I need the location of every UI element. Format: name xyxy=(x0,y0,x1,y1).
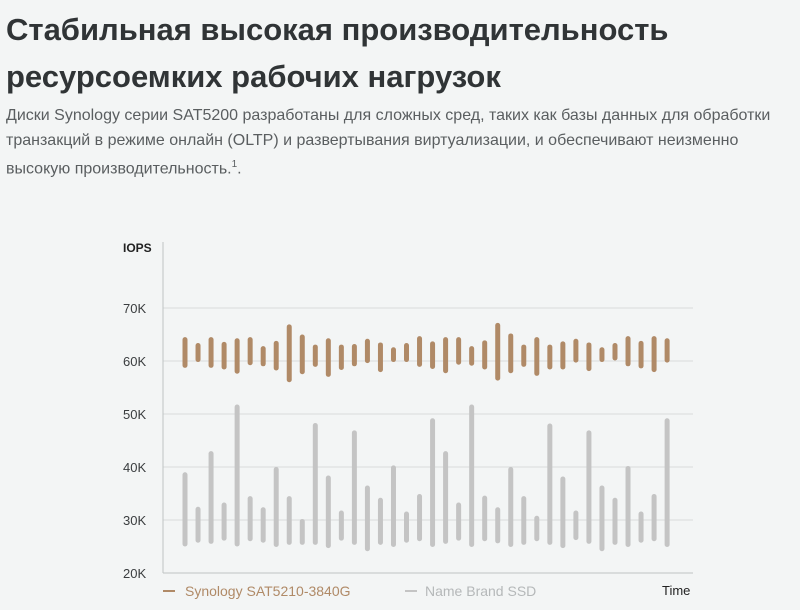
synology-bar xyxy=(182,337,188,368)
synology-bar xyxy=(534,337,540,376)
synology-bar xyxy=(547,344,553,370)
bars xyxy=(182,322,670,552)
namebrand-bar xyxy=(338,510,344,541)
y-tick-label: 40K xyxy=(123,460,146,475)
namebrand-bar xyxy=(351,430,357,545)
synology-bar xyxy=(390,347,396,363)
synology-bar xyxy=(299,334,305,375)
synology-bar xyxy=(495,322,501,381)
synology-bar xyxy=(273,340,279,371)
description-text: Диски Synology серии SAT5200 разработаны… xyxy=(6,107,771,178)
description-end: . xyxy=(237,160,242,178)
namebrand-bar xyxy=(443,451,449,544)
namebrand-bar xyxy=(482,495,488,542)
synology-bar xyxy=(247,337,253,366)
namebrand-bar xyxy=(638,511,644,543)
y-tick-label: 30K xyxy=(123,513,146,528)
namebrand-bar xyxy=(534,515,540,542)
y-axis-ticks: 20K 30K 40K 50K 60K 70K xyxy=(123,301,146,581)
synology-bar xyxy=(625,336,631,367)
synology-bar xyxy=(443,337,449,374)
synology-bar xyxy=(469,346,475,366)
namebrand-bar xyxy=(325,475,331,549)
namebrand-bar xyxy=(495,507,501,544)
y-tick-label: 20K xyxy=(123,566,146,581)
y-tick-label: 50K xyxy=(123,407,146,422)
synology-bar xyxy=(521,344,527,367)
synology-bar xyxy=(417,336,423,367)
y-tick-label: 70K xyxy=(123,301,146,316)
namebrand-bar xyxy=(377,497,383,545)
synology-bar xyxy=(456,337,462,365)
description: Диски Synology серии SAT5200 разработаны… xyxy=(6,104,796,182)
synology-bar xyxy=(651,336,657,373)
synology-bar xyxy=(195,342,201,363)
namebrand-bar xyxy=(286,496,292,545)
legend: Synology SAT5210-3840G Name Brand SSD xyxy=(163,583,536,599)
namebrand-bar xyxy=(599,485,605,552)
namebrand-bar xyxy=(469,404,475,548)
namebrand-bar xyxy=(299,518,305,545)
synology-bar xyxy=(612,342,618,361)
namebrand-bar xyxy=(573,510,579,541)
namebrand-bar xyxy=(651,494,657,542)
synology-bar xyxy=(430,341,436,369)
namebrand-bar xyxy=(312,423,318,545)
gridlines xyxy=(163,307,693,521)
x-axis-label: Time xyxy=(662,583,690,598)
namebrand-bar xyxy=(625,465,631,548)
synology-bar xyxy=(638,340,644,369)
namebrand-bar xyxy=(364,485,370,552)
namebrand-bar xyxy=(273,467,279,548)
namebrand-bar xyxy=(182,472,188,547)
synology-bar xyxy=(377,342,383,373)
namebrand-bar xyxy=(612,497,618,545)
synology-bar xyxy=(482,340,488,370)
synology-bar xyxy=(404,342,410,363)
synology-bar xyxy=(338,344,344,371)
legend-label-namebrand: Name Brand SSD xyxy=(425,583,536,599)
synology-bar xyxy=(208,337,214,368)
synology-bar xyxy=(573,338,579,363)
footnote-link[interactable]: 1 xyxy=(231,159,238,170)
y-axis-label: IOPS xyxy=(123,241,152,255)
namebrand-bar xyxy=(664,418,670,548)
namebrand-bar xyxy=(508,467,514,548)
synology-bar xyxy=(286,324,292,383)
synology-bar xyxy=(508,333,514,374)
namebrand-bar xyxy=(547,423,553,545)
synology-bar xyxy=(312,344,318,367)
synology-bar xyxy=(364,338,370,364)
synology-bar xyxy=(260,346,266,367)
namebrand-bar xyxy=(560,476,566,549)
namebrand-bar xyxy=(430,418,436,548)
namebrand-bar xyxy=(247,496,253,542)
namebrand-bar xyxy=(586,430,592,544)
synology-bar xyxy=(586,342,592,372)
namebrand-bar xyxy=(221,502,227,541)
synology-bar xyxy=(351,344,357,367)
synology-bar xyxy=(325,338,331,377)
page-title: Стабильная высокая производительность ре… xyxy=(6,12,669,94)
namebrand-bar xyxy=(260,507,266,543)
namebrand-bar xyxy=(521,496,527,545)
synology-bar xyxy=(221,341,227,370)
namebrand-bar xyxy=(456,502,462,541)
legend-label-synology: Synology SAT5210-3840G xyxy=(185,583,351,599)
namebrand-bar xyxy=(390,465,396,548)
namebrand-bar xyxy=(417,494,423,542)
synology-bar xyxy=(599,347,605,363)
synology-bar xyxy=(560,341,566,370)
namebrand-bar xyxy=(234,404,240,547)
y-tick-label: 60K xyxy=(123,354,146,369)
namebrand-bar xyxy=(208,451,214,544)
synology-bar xyxy=(664,338,670,363)
namebrand-bar xyxy=(404,511,410,543)
synology-bar xyxy=(234,338,240,374)
namebrand-bar xyxy=(195,506,201,543)
